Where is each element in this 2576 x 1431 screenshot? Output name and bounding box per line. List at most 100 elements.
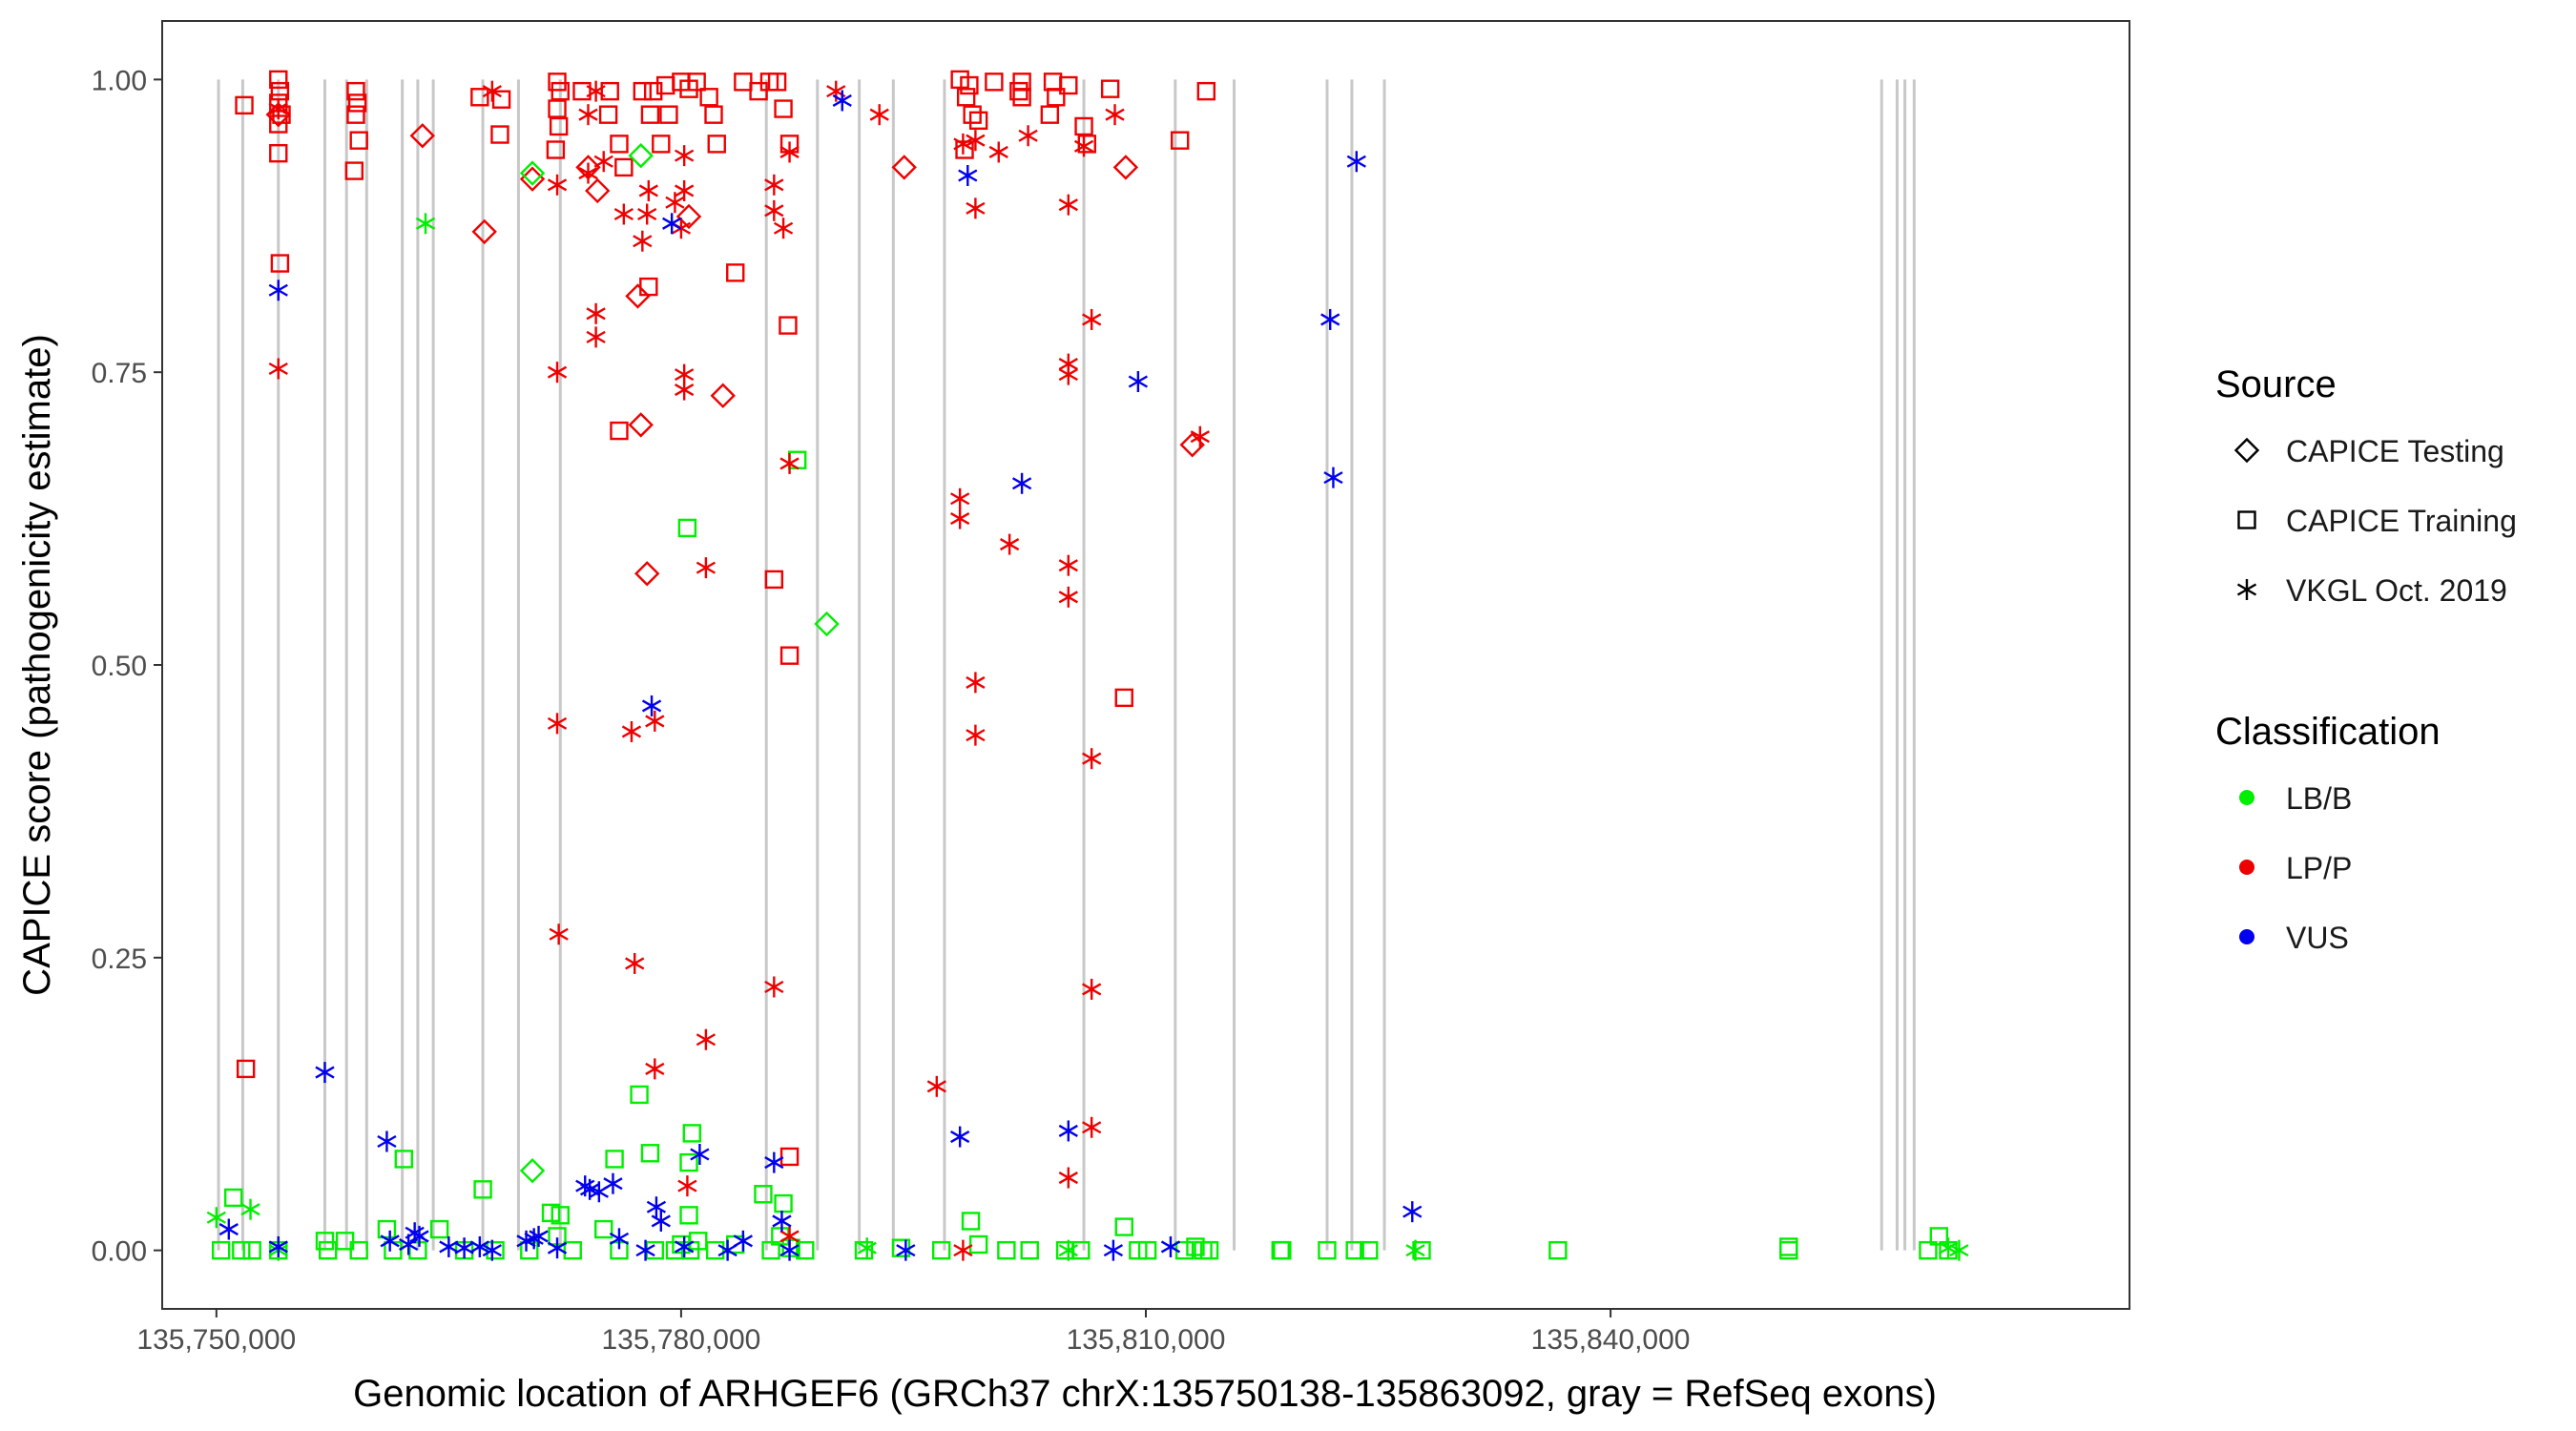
data-point [679,1152,698,1172]
data-point [956,88,976,107]
data-point [319,1240,338,1260]
data-point [779,1239,800,1261]
y-tick-label: 0.50 [92,651,147,682]
exon-lines [217,79,1916,1251]
data-point [1129,1240,1148,1260]
data-point [869,104,889,126]
data-point [377,1219,397,1239]
data-point [242,1240,261,1260]
data-point [551,81,570,101]
data-point [1137,1240,1157,1260]
data-point [690,1144,710,1165]
data-point [1058,194,1078,216]
data-point [269,143,288,163]
data-point [586,326,606,348]
data-point [346,105,365,124]
data-point [675,145,695,167]
data-point [772,1210,792,1232]
data-point [966,197,986,219]
data-point [633,81,653,101]
data-point [749,81,768,101]
data-point [1949,1239,1969,1261]
data-point [240,1198,260,1220]
data-point [682,1124,701,1143]
data-point [1323,467,1343,488]
data-point [551,1206,570,1225]
data-point [961,1212,981,1231]
data-point [988,141,1008,163]
data-point [519,160,546,186]
data-point [268,280,288,301]
data-point [696,1028,717,1050]
data-point [662,213,682,235]
data-point [675,1235,695,1257]
data-point [966,724,986,746]
data-point [675,379,695,401]
data-point [349,1240,368,1260]
data-point [1114,688,1133,708]
data-point [779,1147,800,1167]
data-points [206,70,1969,1261]
data-point [1058,554,1078,576]
data-point [223,1188,243,1208]
data-point [733,1230,753,1252]
data-point [779,646,800,665]
data-point [593,151,613,173]
data-point [1073,135,1094,157]
legend-source-title: Source [2215,363,2337,405]
data-point [705,1240,725,1260]
data-point [1082,978,1102,1000]
data-point [206,1207,226,1229]
data-point [1938,1237,1959,1259]
data-point [1011,472,1032,494]
data-point [547,1237,568,1259]
data-point [832,90,852,112]
data-point [968,1234,988,1255]
data-point [1009,81,1028,101]
data-point [549,116,569,136]
data-point [594,1219,613,1239]
data-point [1128,371,1149,392]
data-point [541,1203,561,1223]
data-point [950,70,969,90]
data-point [781,1238,800,1257]
data-point [761,1240,780,1260]
data-point [1919,1240,1938,1260]
data-point [628,412,654,438]
legend-source-label: CAPICE Testing [2286,434,2504,468]
data-point [1190,425,1210,447]
data-point [734,73,753,92]
data-point [270,254,290,273]
data-point [675,203,702,230]
data-point [603,1172,623,1194]
data-point [1112,155,1139,180]
legend-dot-icon [2239,790,2254,805]
data-point [950,487,970,509]
data-point [963,105,982,124]
data-point [645,1058,665,1080]
data-point [1199,1240,1219,1260]
data-point [610,421,629,441]
data-point [640,1144,660,1163]
data-point [651,1210,671,1232]
data-point [1171,131,1190,150]
legend-dot-icon [2239,860,2254,875]
data-point [764,1151,784,1173]
data-point [754,1185,773,1204]
data-point [774,99,793,118]
y-tick-label: 0.00 [92,1236,147,1268]
data-point [265,101,291,128]
data-point [415,213,436,235]
data-point [926,1075,946,1097]
data-point [710,383,736,408]
data-point [491,90,511,109]
data-point [1058,1239,1078,1261]
data-point [1114,1217,1133,1236]
data-point [1082,748,1102,770]
legend-dot-icon [2239,929,2254,944]
data-point [585,177,611,204]
data-point [635,1239,655,1261]
data-point [546,140,566,159]
data-point [609,1228,630,1250]
